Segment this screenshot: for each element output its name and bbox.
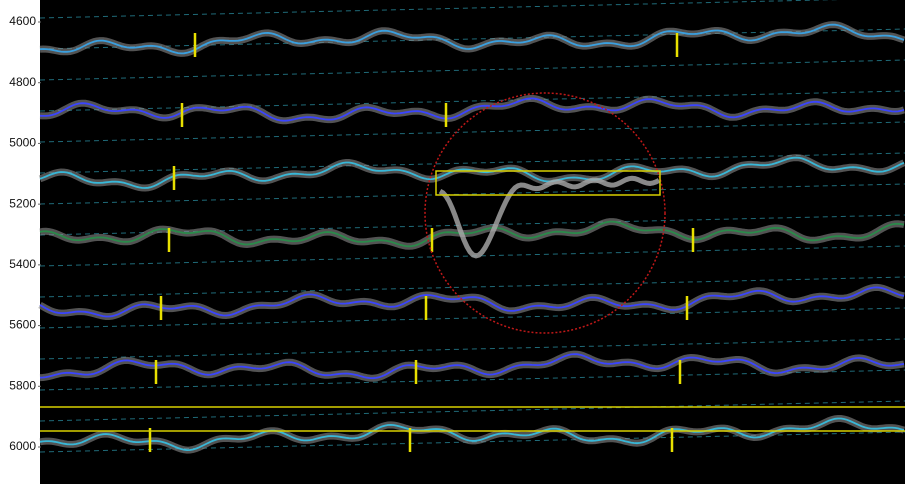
guide-line [39,0,841,19]
y-tick-label: 4800 [9,75,36,89]
guide-line [39,28,905,50]
highlight-circle [424,92,666,334]
y-tick-label: 4600 [9,14,36,28]
guide-line [39,369,905,391]
axis-panel [0,0,40,484]
trace [39,353,905,380]
guide-line [39,121,905,143]
selection-box [435,170,661,196]
y-tick-label: 5200 [9,196,36,210]
trace [39,286,905,318]
trace [39,417,905,452]
guide-line [39,152,905,174]
overlay [40,92,905,432]
plot-area [40,0,905,484]
guide-line [39,59,905,81]
y-tick-label: 5000 [9,136,36,150]
y-axis: 4600 4800 5000 5200 5400 5600 5800 6000 [9,14,41,453]
guide-line [39,400,905,422]
y-tick-label: 5600 [9,318,36,332]
trace [39,97,905,122]
guide-line [39,307,905,329]
y-tick-label: 6000 [9,439,36,453]
trace [39,220,905,248]
guide-line [39,183,905,205]
y-tick-label: 5800 [9,378,36,392]
zoom-trace [438,175,661,259]
trace [39,23,905,55]
guide-line [39,338,905,360]
y-tick-label: 5400 [9,257,36,271]
guide-line [39,276,905,298]
